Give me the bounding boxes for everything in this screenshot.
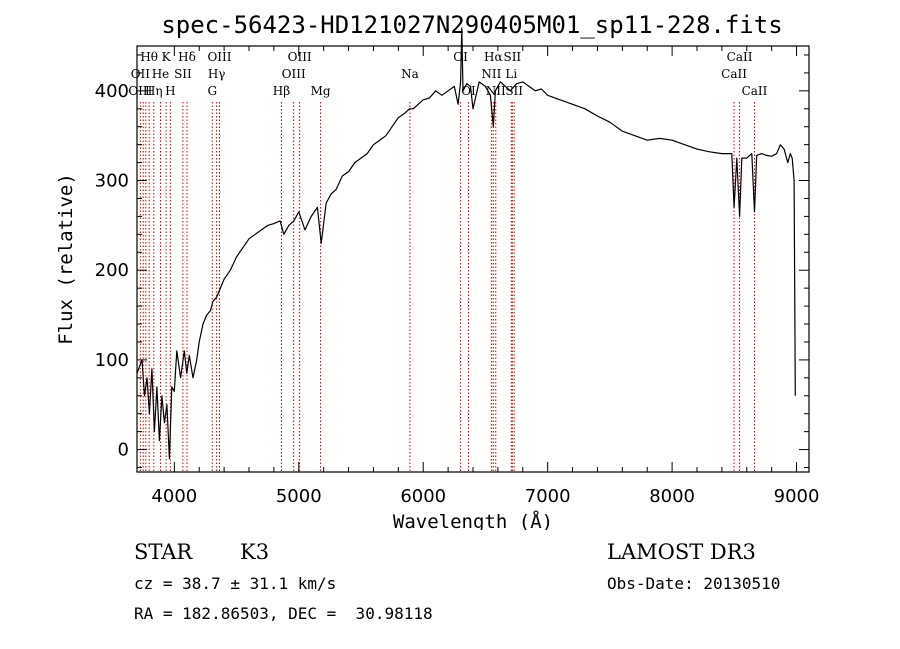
x-tick-label: 4000 xyxy=(151,486,197,507)
marker-label: Hα xyxy=(484,50,503,64)
marker-label: Hθ xyxy=(140,50,158,64)
marker-label: OIII xyxy=(282,67,306,81)
spectrum-chart: spec-56423-HD121027N290405M01_sp11-228.f… xyxy=(55,11,819,530)
x-axis-ticks: 4000 5000 6000 7000 8000 9000 xyxy=(151,46,819,507)
y-tick-label: 400 xyxy=(95,81,129,102)
object-subclass: K3 xyxy=(240,540,270,564)
marker-label: K xyxy=(162,50,172,64)
y-axis-label: Flux (relative) xyxy=(55,173,77,345)
x-tick-label: 7000 xyxy=(525,486,571,507)
marker-label: CaII xyxy=(727,50,753,64)
x-tick-label: 9000 xyxy=(774,486,820,507)
x-tick-label: 5000 xyxy=(276,486,322,507)
marker-label: Li xyxy=(505,67,517,81)
y-tick-label: 0 xyxy=(118,440,129,461)
marker-label: G xyxy=(207,84,217,98)
marker-label: CaII xyxy=(742,84,768,98)
marker-label: Na xyxy=(401,67,419,81)
marker-label: SII xyxy=(174,67,192,81)
object-class: STAR xyxy=(134,540,193,564)
marker-label: He xyxy=(152,67,170,81)
marker-label: OIII xyxy=(207,50,231,64)
spectrum-line xyxy=(136,27,796,460)
marker-label: Hγ xyxy=(208,67,226,81)
marker-label: Hη xyxy=(145,84,163,98)
y-tick-label: 200 xyxy=(95,260,129,281)
survey-name: LAMOST DR3 xyxy=(607,540,756,564)
coordinates: RA = 182.86503, DEC = 30.98118 xyxy=(134,604,433,623)
y-tick-label: 100 xyxy=(95,350,129,371)
marker-label: H xyxy=(165,84,175,98)
chart-title: spec-56423-HD121027N290405M01_sp11-228.f… xyxy=(161,11,782,39)
x-tick-label: 6000 xyxy=(400,486,446,507)
marker-label: OII xyxy=(131,67,151,81)
marker-label: OIII xyxy=(288,50,312,64)
x-axis-label: Wavelength (Å) xyxy=(393,510,553,530)
y-tick-label: 300 xyxy=(95,171,129,192)
marker-label: Hδ xyxy=(178,50,196,64)
y-axis-ticks: 0 100 200 300 400 xyxy=(95,54,809,469)
x-tick-label: 8000 xyxy=(649,486,695,507)
plot-frame xyxy=(136,45,810,473)
observation-date: Obs-Date: 20130510 xyxy=(607,574,781,593)
marker-label: Mg xyxy=(311,84,331,98)
marker-lines xyxy=(139,102,755,472)
redshift-velocity: cz = 38.7 ± 31.1 km/s xyxy=(134,574,337,593)
marker-label: SII xyxy=(505,84,523,98)
marker-label: SII xyxy=(503,50,521,64)
marker-label: CaII xyxy=(721,67,747,81)
marker-label: Hβ xyxy=(273,84,290,98)
marker-label: NII xyxy=(481,67,501,81)
